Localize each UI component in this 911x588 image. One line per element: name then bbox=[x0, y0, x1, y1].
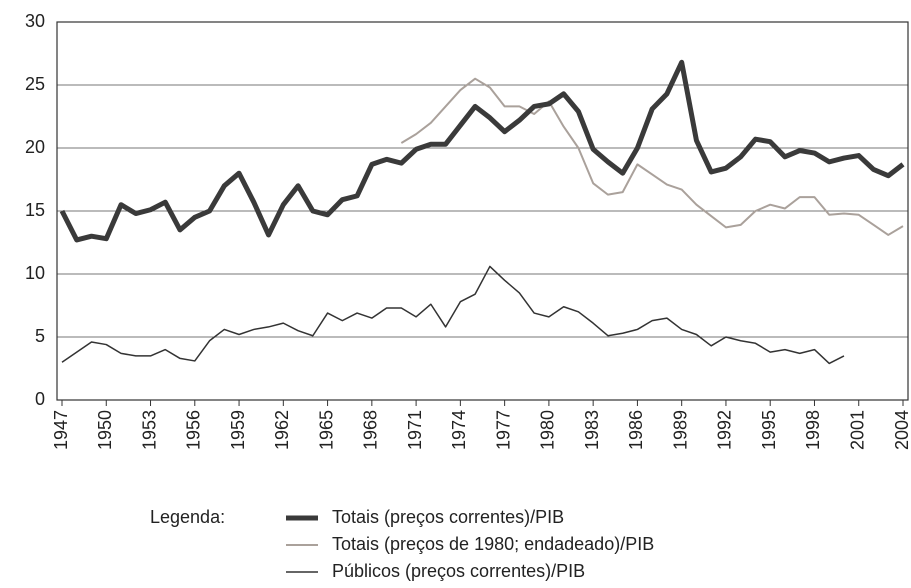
x-tick-label: 1962 bbox=[272, 410, 292, 450]
legend-title: Legenda: bbox=[150, 507, 225, 527]
series-line bbox=[61, 265, 845, 365]
series-line bbox=[400, 77, 904, 236]
x-tick-label: 2004 bbox=[892, 410, 911, 450]
x-tick-label: 1986 bbox=[626, 410, 646, 450]
series-line bbox=[59, 59, 905, 243]
x-tick-label: 2001 bbox=[847, 410, 867, 450]
legend-label: Públicos (preços correntes)/PIB bbox=[332, 561, 585, 581]
x-tick-label: 1995 bbox=[759, 410, 779, 450]
x-tick-label: 1947 bbox=[51, 410, 71, 450]
x-tick-label: 1956 bbox=[184, 410, 204, 450]
x-tick-label: 1965 bbox=[316, 410, 336, 450]
x-tick-label: 1974 bbox=[449, 410, 469, 450]
legend-label: Totais (preços correntes)/PIB bbox=[332, 507, 564, 527]
y-tick-label: 0 bbox=[35, 389, 45, 409]
x-tick-label: 1992 bbox=[715, 410, 735, 450]
y-tick-label: 5 bbox=[35, 326, 45, 346]
y-tick-label: 15 bbox=[25, 200, 45, 220]
y-tick-label: 25 bbox=[25, 74, 45, 94]
x-tick-label: 1983 bbox=[582, 410, 602, 450]
x-tick-label: 1950 bbox=[95, 410, 115, 450]
x-tick-label: 1959 bbox=[228, 410, 248, 450]
plot-frame bbox=[56, 21, 909, 401]
y-tick-label: 20 bbox=[25, 137, 45, 157]
x-tick-label: 1953 bbox=[139, 410, 159, 450]
legend-label: Totais (preços de 1980; endadeado)/PIB bbox=[332, 534, 654, 554]
y-tick-label: 30 bbox=[25, 11, 45, 31]
x-tick-label: 1971 bbox=[405, 410, 425, 450]
x-tick-label: 1968 bbox=[361, 410, 381, 450]
x-tick-label: 1977 bbox=[493, 410, 513, 450]
x-tick-label: 1998 bbox=[803, 410, 823, 450]
x-tick-label: 1989 bbox=[670, 410, 690, 450]
y-tick-label: 10 bbox=[25, 263, 45, 283]
x-tick-label: 1980 bbox=[538, 410, 558, 450]
